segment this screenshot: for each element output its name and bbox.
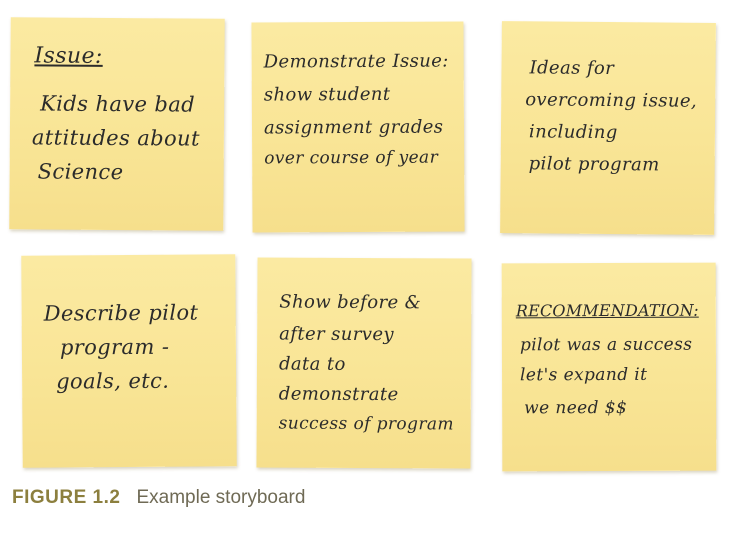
sticky-note-describe-pilot: Describe pilot program - goals, etc. bbox=[21, 254, 237, 468]
note-line: goals, etc. bbox=[56, 368, 170, 394]
note-line: Science bbox=[37, 159, 124, 185]
note-line: pilot program bbox=[528, 153, 660, 176]
note-line: show student bbox=[263, 83, 391, 106]
note-line: let's expand it bbox=[519, 364, 648, 386]
note-line: pilot was a success bbox=[519, 334, 693, 356]
note-line: after survey bbox=[279, 323, 395, 346]
note-line: RECOMMENDATION: bbox=[515, 300, 699, 321]
note-line: Issue: bbox=[34, 43, 103, 69]
note-line: demonstrate bbox=[278, 383, 399, 406]
note-line: Describe pilot bbox=[43, 300, 199, 326]
sticky-note-survey-data: Show before & after survey data to demon… bbox=[256, 257, 472, 469]
note-line: overcoming issue, bbox=[525, 89, 698, 112]
sticky-note-demonstrate-issue: Demonstrate Issue: show student assignme… bbox=[251, 21, 465, 233]
note-line: over course of year bbox=[264, 147, 439, 169]
note-line: Ideas for bbox=[529, 57, 615, 80]
note-line: assignment grades bbox=[263, 116, 444, 139]
note-line: including bbox=[528, 121, 618, 144]
figure-title: Example storyboard bbox=[136, 487, 306, 508]
note-line: we need $$ bbox=[524, 397, 628, 419]
note-line: Kids have bad bbox=[40, 91, 196, 117]
note-line: Demonstrate Issue: bbox=[263, 50, 449, 73]
figure-label: FIGURE 1.2 bbox=[12, 487, 121, 508]
note-line: data to bbox=[278, 353, 346, 375]
figure-caption: FIGURE 1.2 Example storyboard bbox=[12, 487, 305, 509]
sticky-note-issue: Issue: Kids have bad attitudes about Sci… bbox=[9, 17, 225, 231]
sticky-note-ideas: Ideas for overcoming issue, including pi… bbox=[500, 21, 716, 235]
sticky-note-recommendation: RECOMMENDATION: pilot was a success let'… bbox=[501, 262, 717, 472]
note-line: program - bbox=[59, 334, 170, 360]
note-line: attitudes about bbox=[31, 125, 200, 151]
note-line: success of program bbox=[278, 413, 455, 435]
note-line: Show before & bbox=[279, 291, 422, 314]
